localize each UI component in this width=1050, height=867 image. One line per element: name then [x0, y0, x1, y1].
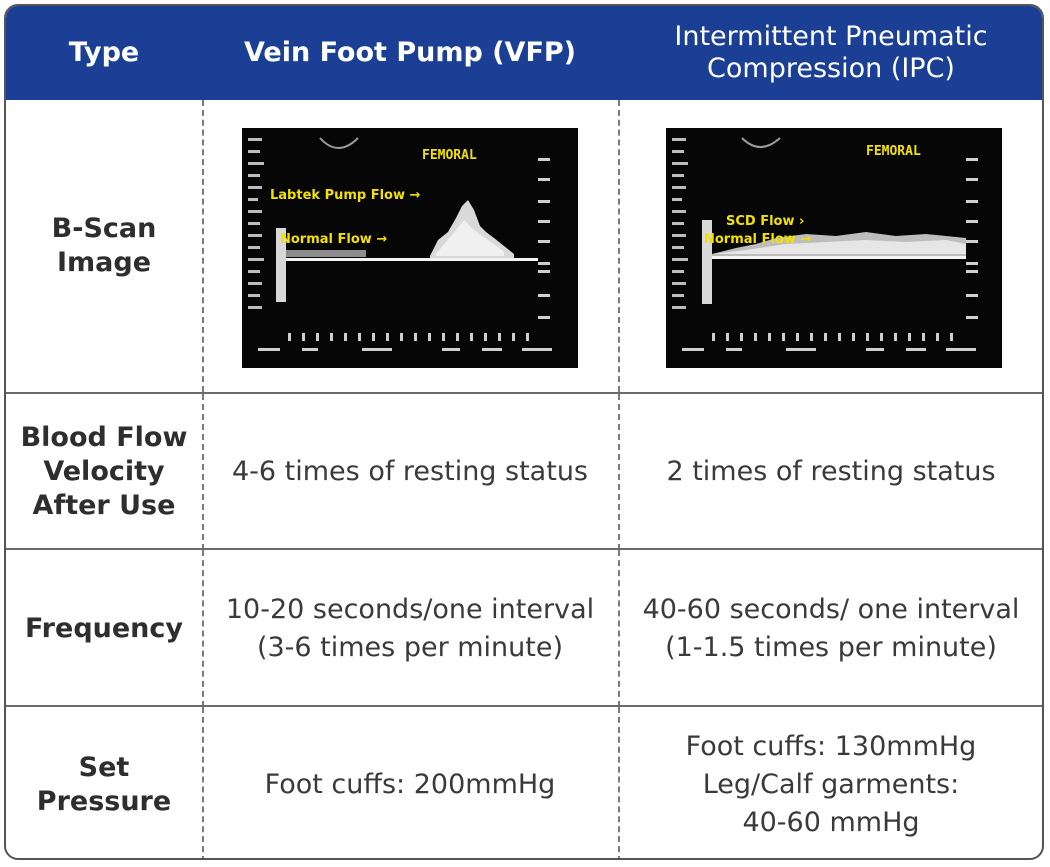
- row-frequency: Frequency 10-20 seconds/one interval (3-…: [6, 548, 1042, 707]
- column-divider: [202, 100, 204, 392]
- row-pressure: Set Pressure Foot cuffs: 200mmHg Foot cu…: [6, 705, 1042, 858]
- column-divider: [202, 707, 204, 858]
- comparison-table: Type Vein Foot Pump (VFP) Intermittent P…: [4, 4, 1044, 860]
- pressure-vfp: Foot cuffs: 200mmHg: [264, 768, 556, 800]
- velocity-ipc: 2 times of resting status: [666, 456, 996, 487]
- column-divider: [618, 707, 620, 858]
- scan2-vessel-label: FEMORAL: [866, 144, 921, 159]
- scan1-pump-flow-label: Labtek Pump Flow →: [270, 188, 421, 203]
- velocity-label: Blood Flow Velocity After Use: [20, 422, 188, 521]
- bscan-image-vfp: FEMORAL Labtek Pump Flow → Normal Flow →: [242, 128, 578, 368]
- scan1-normal-flow-label: Normal Flow →: [280, 232, 388, 247]
- pressure-ipc: Foot cuffs: 130mmHg Leg/Calf garments: 4…: [685, 730, 977, 838]
- header-vfp: Vein Foot Pump (VFP): [243, 37, 577, 68]
- scan2-normal-flow-label: Normal Flow →: [704, 232, 812, 247]
- row-velocity: Blood Flow Velocity After Use 4-6 times …: [6, 392, 1042, 550]
- column-divider: [618, 100, 620, 392]
- column-divider: [618, 394, 620, 550]
- column-divider: [618, 550, 620, 707]
- table-header: Type Vein Foot Pump (VFP) Intermittent P…: [6, 6, 1042, 100]
- column-divider: [202, 550, 204, 707]
- frequency-vfp: 10-20 seconds/one interval (3-6 times pe…: [225, 593, 595, 663]
- frequency-label: Frequency: [24, 612, 184, 644]
- header-ipc: Intermittent Pneumatic Compression (IPC): [674, 21, 988, 84]
- scan2-scd-flow-label: SCD Flow ›: [726, 214, 805, 229]
- scan1-vessel-label: FEMORAL: [422, 148, 477, 163]
- header-type: Type: [68, 37, 140, 68]
- bscan-label: B-Scan Image: [51, 213, 157, 278]
- frequency-ipc: 40-60 seconds/ one interval (1-1.5 times…: [642, 593, 1020, 663]
- column-divider: [202, 394, 204, 550]
- velocity-vfp: 4-6 times of resting status: [231, 456, 588, 487]
- pressure-label: Set Pressure: [36, 751, 172, 817]
- bscan-image-ipc: FEMORAL SCD Flow › Normal Flow →: [666, 128, 1002, 368]
- row-bscan: B-Scan Image: [6, 100, 1042, 392]
